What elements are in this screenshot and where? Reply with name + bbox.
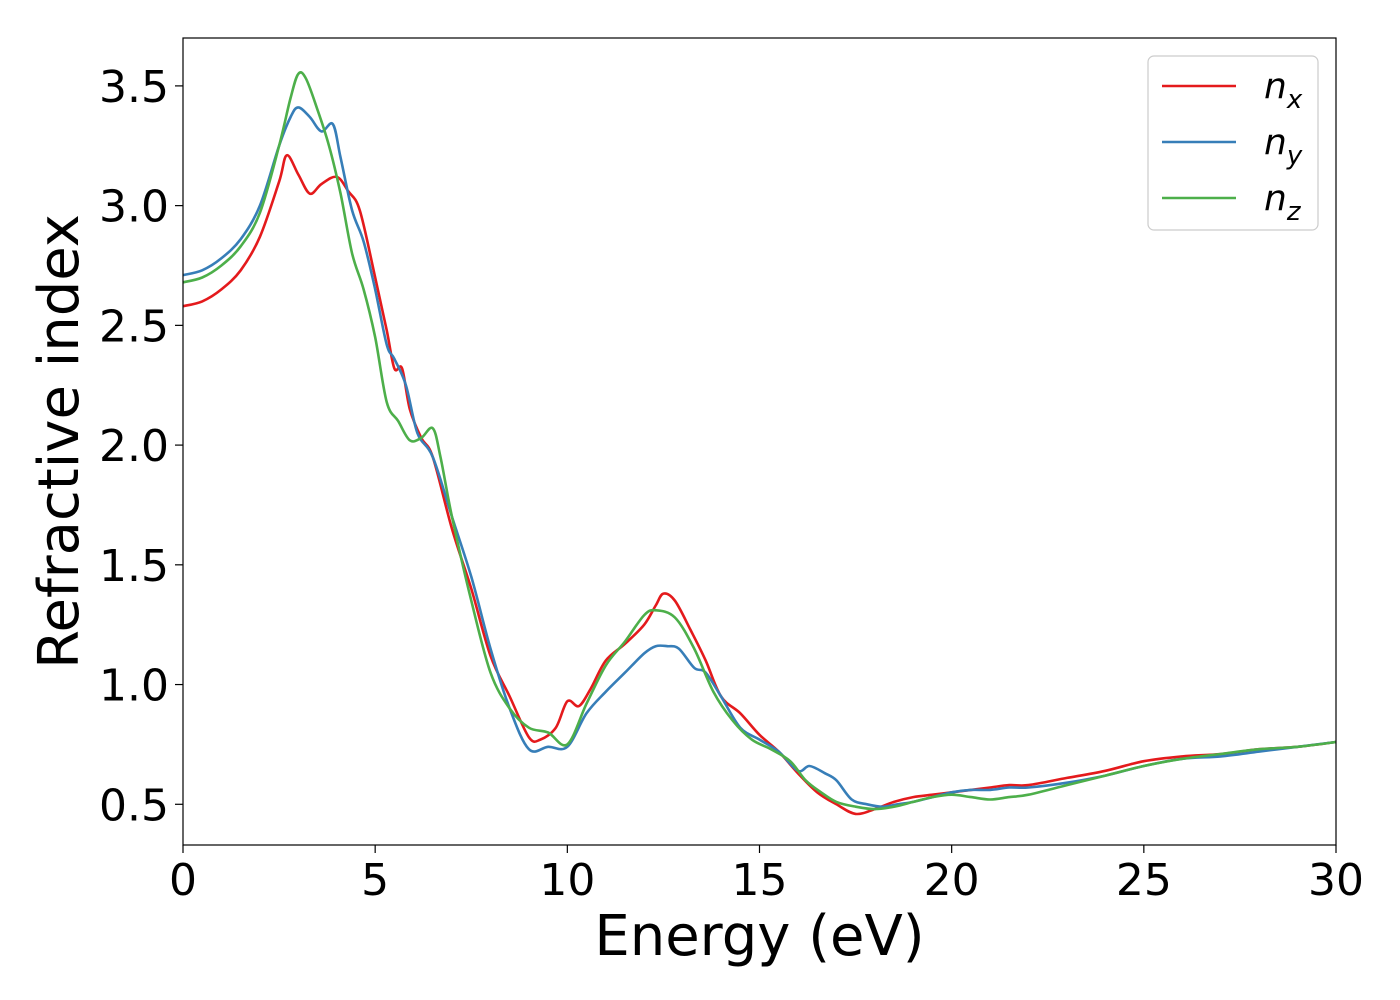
y-axis-label: Refractive index (27, 214, 92, 669)
ticks-layer: 0 5 10 15 20 25 30 0.5 1.0 1.5 2.0 2.5 3.0 3.5 (99, 62, 1364, 906)
plot-area-frame (182, 37, 1337, 846)
x-tick-label: 30 (1308, 855, 1364, 906)
x-tick-label: 10 (539, 855, 595, 906)
series-line-nx (182, 154, 1337, 816)
y-tick-label: 3.0 (99, 182, 169, 233)
legend-label-ny: ny (1264, 122, 1303, 171)
series-layer (182, 71, 1337, 816)
y-tick-label: 0.5 (99, 780, 169, 831)
y-tick-label: 3.5 (99, 62, 169, 113)
x-tick-label: 15 (732, 855, 788, 906)
y-tick-label: 1.5 (99, 541, 169, 592)
x-tick-label: 20 (924, 855, 980, 906)
legend: nx ny nz (1147, 55, 1319, 231)
legend-label-nx: nx (1264, 66, 1303, 115)
x-tick-label: 0 (169, 855, 197, 906)
y-tick-label: 2.5 (99, 301, 169, 352)
x-axis-label: Energy (eV) (594, 904, 924, 969)
series-line-nz (182, 71, 1337, 811)
x-tick-label: 25 (1116, 855, 1172, 906)
x-tick-label: 5 (361, 855, 389, 906)
y-tick-label: 1.0 (99, 661, 169, 712)
y-tick-label: 2.0 (99, 421, 169, 472)
legend-label-nz: nz (1264, 178, 1302, 227)
series-line-ny (182, 106, 1337, 808)
